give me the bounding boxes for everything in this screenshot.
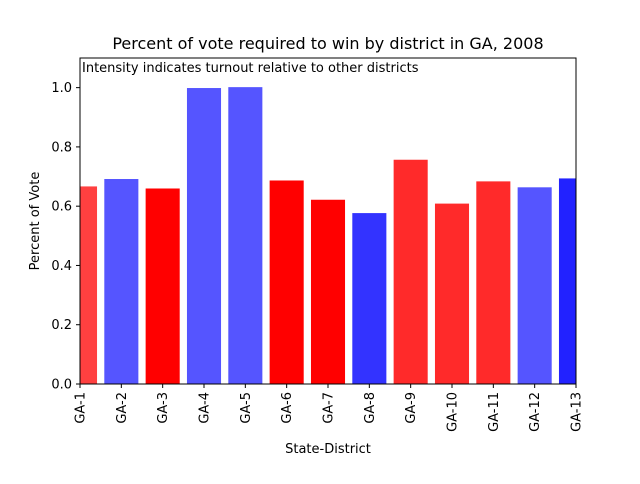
- x-tick-label: GA-13: [570, 392, 585, 432]
- y-tick-label: 0.0: [51, 378, 72, 393]
- x-tick-label: GA-11: [487, 392, 502, 432]
- bar-ga-7: [310, 199, 346, 384]
- bar-ga-1: [80, 186, 98, 384]
- bar-ga-10: [434, 203, 470, 384]
- y-tick-label: 0.2: [51, 318, 72, 333]
- x-tick-label: GA-3: [156, 392, 171, 424]
- bar-ga-4: [186, 88, 222, 384]
- bar-ga-9: [393, 159, 428, 384]
- x-tick-label: GA-4: [198, 392, 213, 424]
- x-tick-label: GA-7: [322, 392, 337, 424]
- x-axis: GA-1 GA-2 GA-3 GA-4 GA-5 GA-6 GA-7 GA-8 GA-9 GA-1…: [74, 384, 585, 432]
- bar-ga-8: [352, 213, 387, 384]
- x-tick-label: GA-1: [74, 392, 89, 424]
- x-tick-label: GA-10: [446, 392, 461, 432]
- x-tick-label: GA-12: [528, 392, 543, 432]
- y-tick-label: 1.0: [51, 81, 72, 96]
- y-axis-label: Percent of Vote: [28, 172, 43, 271]
- bar-ga-3: [145, 188, 180, 384]
- bar-ga-12: [517, 187, 552, 384]
- x-tick-label: GA-9: [404, 392, 419, 424]
- y-axis: 0.0 0.2 0.4 0.6 0.8 1.0: [51, 81, 80, 393]
- y-tick-label: 0.4: [51, 259, 72, 274]
- bar-ga-2: [104, 179, 139, 384]
- bars-group: [80, 87, 576, 384]
- bar-ga-5: [228, 87, 263, 384]
- x-tick-label: GA-8: [363, 392, 378, 424]
- x-tick-label: GA-2: [115, 392, 130, 424]
- bar-ga-6: [269, 180, 304, 384]
- x-tick-label: GA-6: [280, 392, 295, 424]
- bar-ga-11: [476, 181, 511, 384]
- bar-ga-13: [558, 178, 576, 384]
- chart-title: Percent of vote required to win by distr…: [112, 34, 543, 53]
- chart-annotation: Intensity indicates turnout relative to …: [82, 61, 419, 76]
- x-tick-label: GA-5: [239, 392, 254, 424]
- x-axis-label: State-District: [285, 442, 371, 457]
- y-tick-label: 0.6: [51, 200, 72, 215]
- y-tick-label: 0.8: [51, 140, 72, 155]
